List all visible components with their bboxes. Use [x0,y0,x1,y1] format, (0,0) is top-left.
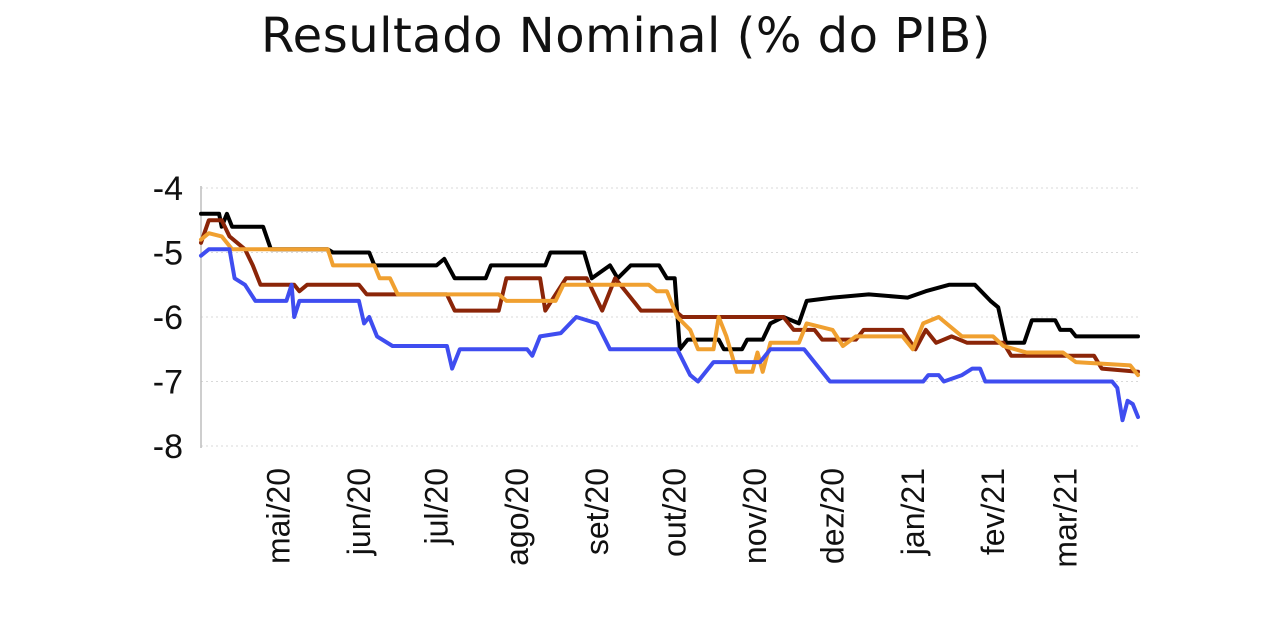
x-tick-label: jul/20 [419,468,455,546]
series-layer [199,211,1140,423]
x-tick-label: out/20 [657,468,693,557]
x-tick-label: fev/21 [975,468,1011,555]
series-line-2 [199,218,1140,374]
x-tick-label: dez/20 [815,468,851,564]
x-tick-label: ago/20 [499,468,535,566]
x-tick-label: jan/21 [895,468,931,556]
y-tick-label: -7 [153,364,183,402]
series-line-4 [199,247,1140,423]
y-tick-labels: -4 -5 -6 -7 -8 [153,170,183,466]
x-tick-label: mai/20 [261,468,297,564]
x-tick-label: mar/21 [1048,468,1084,568]
y-tick-label: -5 [153,235,183,273]
y-tick-label: -4 [153,170,183,208]
series-line-1 [199,211,1140,352]
y-tick-label: -8 [153,428,183,466]
x-tick-labels: mai/20 jun/20 jul/20 ago/20 set/20 out/20 nov/… [261,468,1084,568]
x-tick-label: jun/20 [341,468,377,556]
grid-layer [201,187,1138,447]
x-tick-label: nov/20 [737,468,773,564]
series-line-3 [199,231,1140,378]
x-tick-label: set/20 [579,468,615,555]
chart-title: Resultado Nominal (% do PIB) [260,8,992,64]
y-tick-label: -6 [153,299,183,337]
